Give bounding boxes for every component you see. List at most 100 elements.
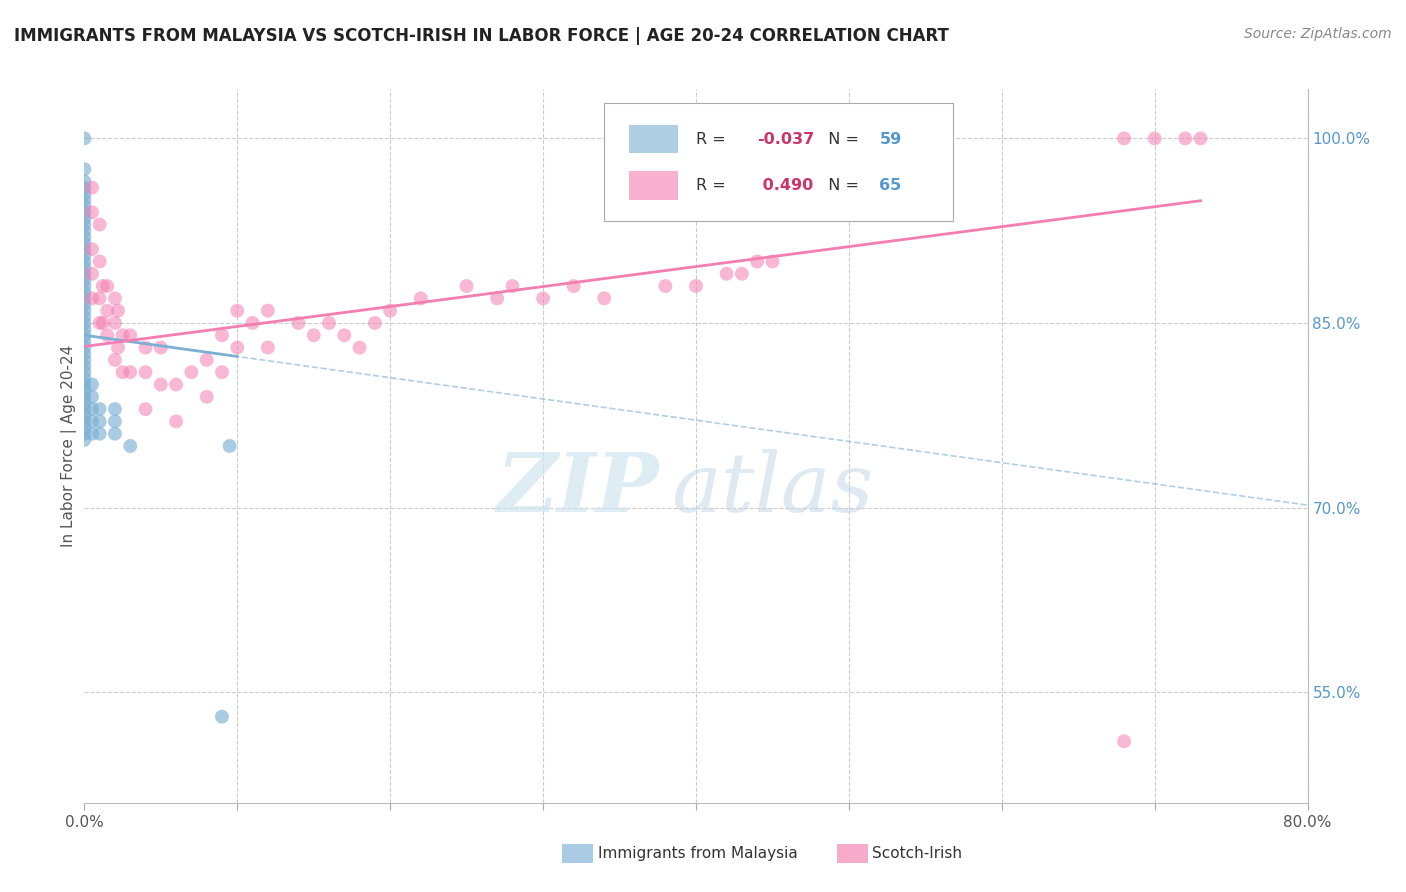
Text: R =: R = [696,178,731,193]
Point [242,316,264,330]
Point [73,365,96,379]
Point [80,414,103,428]
Point [165,414,187,428]
Point [91,316,114,330]
Point [73,248,96,262]
Point [73,211,96,226]
Point [456,279,478,293]
Point [73,328,96,343]
Point [96,328,118,343]
Point [257,303,280,318]
Point [73,193,96,207]
Bar [628,171,678,200]
Point [226,341,249,355]
Point [73,347,96,361]
Point [165,377,187,392]
Point [318,316,340,330]
Point [149,341,172,355]
Point [73,420,96,434]
Point [73,285,96,300]
Point [302,328,325,343]
Point [562,279,585,293]
Point [195,352,218,367]
Point [218,439,240,453]
Point [195,390,218,404]
Point [1114,734,1136,748]
Point [111,365,134,379]
Point [73,316,96,330]
Text: N =: N = [818,178,865,193]
Point [73,162,96,177]
Point [1143,131,1166,145]
Point [120,365,142,379]
Point [73,180,96,194]
Point [73,186,96,201]
Point [287,316,309,330]
Point [593,291,616,305]
Point [73,297,96,311]
Bar [628,125,678,153]
Point [91,279,114,293]
Point [73,414,96,428]
Point [80,291,103,305]
Point [73,409,96,423]
Point [135,365,157,379]
Text: R =: R = [696,132,731,146]
Point [73,390,96,404]
Point [89,291,111,305]
Point [89,218,111,232]
Point [73,384,96,398]
Text: ZIP: ZIP [496,449,659,529]
Point [120,439,142,453]
Point [211,328,233,343]
Point [73,310,96,324]
Point [80,267,103,281]
Point [89,414,111,428]
Text: Source: ZipAtlas.com: Source: ZipAtlas.com [1244,27,1392,41]
Point [409,291,432,305]
Point [1114,131,1136,145]
Point [486,291,509,305]
Point [104,291,127,305]
Text: 65: 65 [880,178,901,193]
Point [73,433,96,447]
Point [104,414,127,428]
Point [80,426,103,441]
Point [73,218,96,232]
Point [73,267,96,281]
Text: IMMIGRANTS FROM MALAYSIA VS SCOTCH-IRISH IN LABOR FORCE | AGE 20-24 CORRELATION : IMMIGRANTS FROM MALAYSIA VS SCOTCH-IRISH… [14,27,949,45]
Point [80,242,103,256]
Point [149,377,172,392]
Point [73,273,96,287]
Point [89,316,111,330]
Point [502,279,524,293]
Point [1174,131,1197,145]
Point [111,328,134,343]
Point [73,322,96,336]
Point [73,377,96,392]
Point [80,390,103,404]
Text: 59: 59 [880,132,901,146]
Point [80,377,103,392]
Point [685,279,707,293]
Point [747,254,769,268]
Text: N =: N = [818,132,865,146]
Text: Immigrants from Malaysia: Immigrants from Malaysia [598,847,797,861]
Point [104,402,127,417]
Point [226,303,249,318]
Point [211,365,233,379]
Point [364,316,387,330]
FancyBboxPatch shape [605,103,953,221]
Point [89,426,111,441]
Point [73,131,96,145]
Point [73,235,96,250]
Point [80,402,103,417]
Point [73,291,96,305]
Point [73,402,96,417]
Point [380,303,402,318]
Text: atlas: atlas [672,449,875,529]
Text: 0.490: 0.490 [758,178,814,193]
Point [761,254,783,268]
Point [531,291,554,305]
Text: -0.037: -0.037 [758,132,814,146]
